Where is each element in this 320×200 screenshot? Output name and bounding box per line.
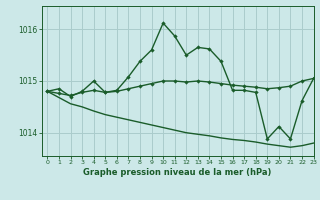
X-axis label: Graphe pression niveau de la mer (hPa): Graphe pression niveau de la mer (hPa) xyxy=(84,168,272,177)
